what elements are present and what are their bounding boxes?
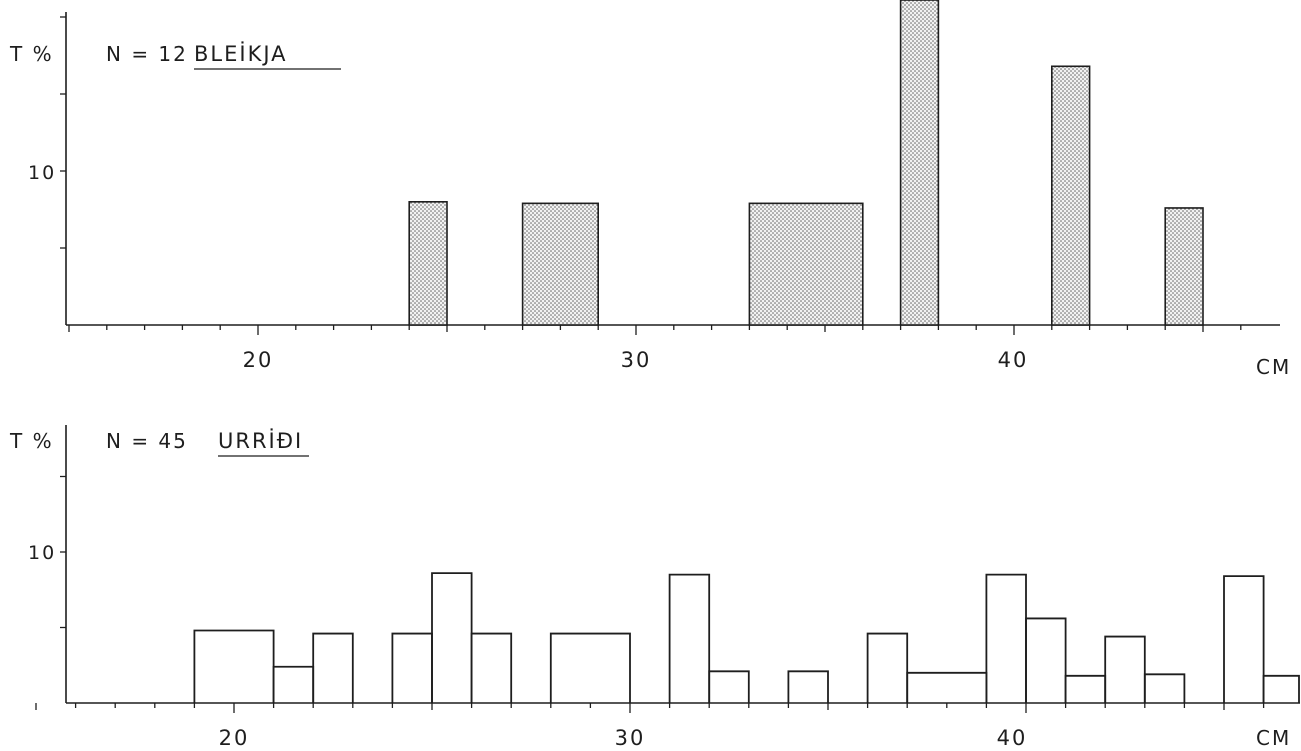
bar-urridi: [1223, 575, 1265, 703]
bar-bleikja: [1164, 207, 1204, 326]
y-tick-label-10-bleikja: 10: [28, 162, 56, 184]
bars-bleikja: [408, 0, 1204, 326]
bar-urridi: [787, 670, 829, 703]
bar-urridi: [668, 573, 711, 703]
bar-urridi: [1025, 617, 1067, 703]
x-tick-label-40-bleikja: 40: [998, 348, 1029, 372]
bar-urridi: [985, 573, 1027, 703]
bar-urridi: [866, 632, 909, 703]
ticks-bleikja: [60, 16, 1242, 335]
chart-urridi: T % N = 45 URRİÐI 10 20 30 40 CM: [9, 425, 1300, 750]
chart-title-bleikja: BLEİKJA: [194, 41, 288, 66]
y-label-urridi: T %: [9, 429, 54, 453]
bar-urridi: [1104, 635, 1146, 703]
bar-urridi: [1143, 673, 1186, 703]
x-tick-label-20-bleikja: 20: [243, 348, 274, 372]
bar-urridi: [1262, 674, 1300, 703]
x-label-urridi: CM: [1256, 726, 1291, 750]
x-tick-label-20-urridi: 20: [219, 726, 250, 750]
bar-bleikja: [1051, 65, 1091, 326]
ticks-urridi: [35, 475, 1265, 713]
chart-title-urridi: URRİÐI: [218, 428, 303, 453]
y-label-bleikja: T %: [9, 42, 54, 66]
bar-urridi: [312, 632, 354, 703]
y-tick-label-10-urridi: 10: [28, 542, 56, 564]
n-label-urridi: N = 45: [106, 429, 188, 453]
x-tick-label-30-bleikja: 30: [621, 348, 652, 372]
n-label-bleikja: N = 12: [106, 42, 188, 66]
bar-urridi: [391, 632, 433, 703]
bar-urridi: [470, 632, 513, 703]
bar-urridi: [193, 629, 275, 703]
bar-urridi: [708, 670, 750, 703]
bar-bleikja: [521, 202, 599, 326]
bar-urridi: [906, 671, 988, 703]
bars-urridi: [193, 572, 1300, 703]
bar-urridi: [1064, 674, 1107, 703]
bar-bleikja: [748, 202, 864, 326]
x-tick-label-30-urridi: 30: [615, 726, 646, 750]
x-label-bleikja: CM: [1256, 355, 1291, 379]
bar-bleikja: [408, 201, 448, 326]
bar-urridi: [549, 632, 631, 703]
bar-urridi: [272, 665, 315, 703]
x-tick-label-40-urridi: 40: [997, 726, 1028, 750]
chart-bleikja: T % N = 12 BLEİKJA 10 20 30 40 CM: [9, 0, 1291, 379]
bar-urridi: [431, 572, 473, 703]
bar-bleikja: [899, 0, 940, 326]
